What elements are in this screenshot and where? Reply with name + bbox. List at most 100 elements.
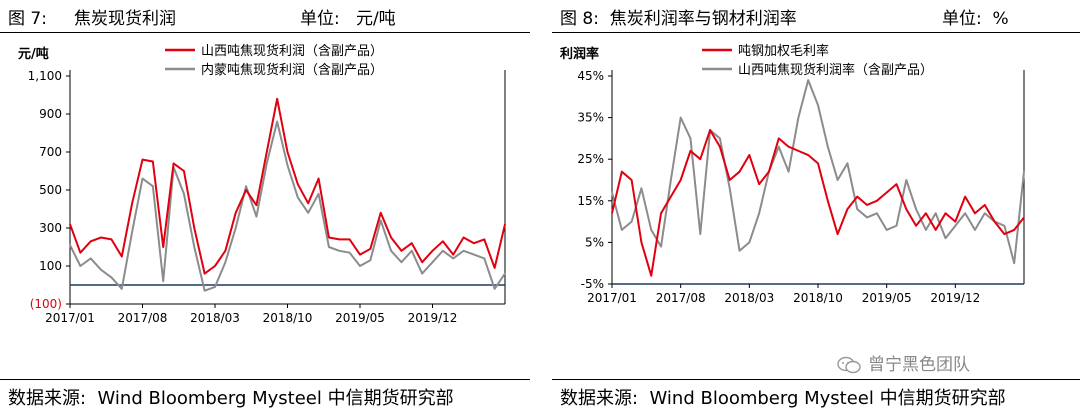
data-point: [954, 220, 957, 223]
data-point: [162, 246, 165, 248]
data-point: [895, 224, 898, 227]
coke-spot-profit-chart: 元/吨 (100) 100 300 500 700 900 1,100 2017/01 2017/…: [18, 43, 506, 325]
data-point: [348, 238, 351, 241]
watermark-text: 曾宁黑色团队: [868, 355, 970, 375]
data-point: [307, 212, 310, 214]
data-point: [100, 236, 102, 239]
data-point: [452, 257, 455, 260]
data-point: [131, 202, 133, 205]
data-point: [338, 250, 341, 252]
legend-label: 吨钢加权毛利率: [738, 43, 829, 59]
data-point: [214, 265, 216, 267]
data-point: [493, 288, 496, 290]
data-point: [915, 208, 917, 210]
data-point: [473, 242, 475, 244]
data-point: [193, 246, 196, 248]
data-point: [679, 179, 682, 181]
data-point: [286, 164, 289, 167]
data-point: [483, 238, 486, 241]
data-point: [234, 212, 237, 214]
data-point: [846, 162, 849, 165]
data-point: [876, 212, 878, 215]
data-point: [379, 219, 382, 222]
data-point: [203, 272, 206, 275]
data-point: [621, 170, 623, 173]
data-point: [110, 276, 113, 279]
profit-margin-chart: 利润率 -5% 5% 15% 25% 35% 45% 2017/01 2017/08 2018/0…: [560, 43, 1025, 305]
data-point: [640, 187, 643, 190]
data-point: [974, 229, 976, 231]
y-tick-label: 45%: [577, 69, 604, 83]
data-point: [856, 195, 859, 198]
data-point: [728, 187, 731, 190]
data-point: [640, 241, 643, 244]
right-chart-title: 图 8: 焦炭利润率与钢材利润率: [560, 9, 797, 29]
data-point: [276, 120, 278, 123]
data-point: [925, 229, 927, 231]
data-point: [787, 145, 790, 148]
data-point: [410, 250, 413, 252]
data-point: [807, 79, 809, 81]
data-point: [504, 223, 506, 225]
data-point: [836, 233, 839, 235]
data-point: [110, 238, 113, 241]
data-point: [234, 227, 237, 229]
data-point: [265, 151, 268, 153]
data-point: [611, 212, 613, 215]
data-point: [245, 189, 247, 191]
data-point: [348, 251, 351, 254]
data-point: [390, 236, 392, 239]
left-chart-footer: 数据来源: Wind Bloomberg Mysteel 中信期货研究部: [0, 379, 530, 414]
x-tick-label: 2019/05: [862, 291, 912, 305]
y-tick-label: (100): [30, 297, 62, 311]
data-point: [660, 245, 662, 248]
y-tick-label: 35%: [577, 111, 604, 125]
data-point: [390, 250, 392, 252]
data-point: [369, 248, 372, 250]
data-point: [738, 249, 741, 252]
data-point: [905, 208, 908, 210]
data-point: [944, 237, 947, 240]
data-point: [689, 150, 692, 152]
wechat-icon: [837, 356, 861, 374]
data-point: [317, 193, 320, 195]
data-point: [993, 220, 996, 223]
data-point: [983, 204, 986, 206]
data-point: [224, 250, 227, 252]
data-point: [255, 204, 258, 206]
x-tick-label: 2017/08: [118, 311, 168, 325]
data-point: [934, 212, 937, 215]
data-point: [162, 280, 165, 282]
data-point: [679, 116, 682, 119]
series-line: [611, 129, 1025, 277]
data-point: [807, 154, 809, 156]
data-point: [817, 104, 819, 106]
y-tick-label: 500: [39, 183, 62, 197]
data-point: [964, 195, 966, 198]
y-tick-label: 900: [39, 107, 62, 121]
data-point: [359, 253, 361, 256]
data-point: [462, 236, 465, 239]
data-point: [1003, 233, 1006, 235]
data-point: [224, 261, 227, 263]
data-point: [307, 202, 310, 205]
data-point: [255, 215, 258, 218]
data-point: [827, 200, 829, 202]
data-point: [245, 185, 247, 187]
data-point: [885, 229, 888, 231]
data-point: [699, 158, 702, 160]
y-tick-label: 700: [39, 145, 62, 159]
right-chart-header: 图 8: 焦炭利润率与钢材利润率 单位: %: [552, 0, 1080, 33]
data-point: [214, 286, 216, 288]
x-tick-label: 2018/10: [793, 291, 843, 305]
data-point: [152, 185, 154, 187]
data-point: [670, 195, 672, 198]
data-point: [317, 177, 320, 180]
data-point: [1013, 262, 1015, 264]
data-point: [728, 179, 731, 181]
right-chart-panel: 图 8: 焦炭利润率与钢材利润率 单位: % 利润率 -5% 5% 15% 25% 35%…: [552, 0, 1080, 414]
data-point: [131, 231, 133, 233]
left-chart-panel: 图 7: 焦炭现货利润 单位: 元/吨 元/吨 (100) 100 300 500 700…: [0, 0, 530, 414]
data-point: [120, 288, 123, 290]
x-tick-label: 2018/03: [190, 311, 240, 325]
